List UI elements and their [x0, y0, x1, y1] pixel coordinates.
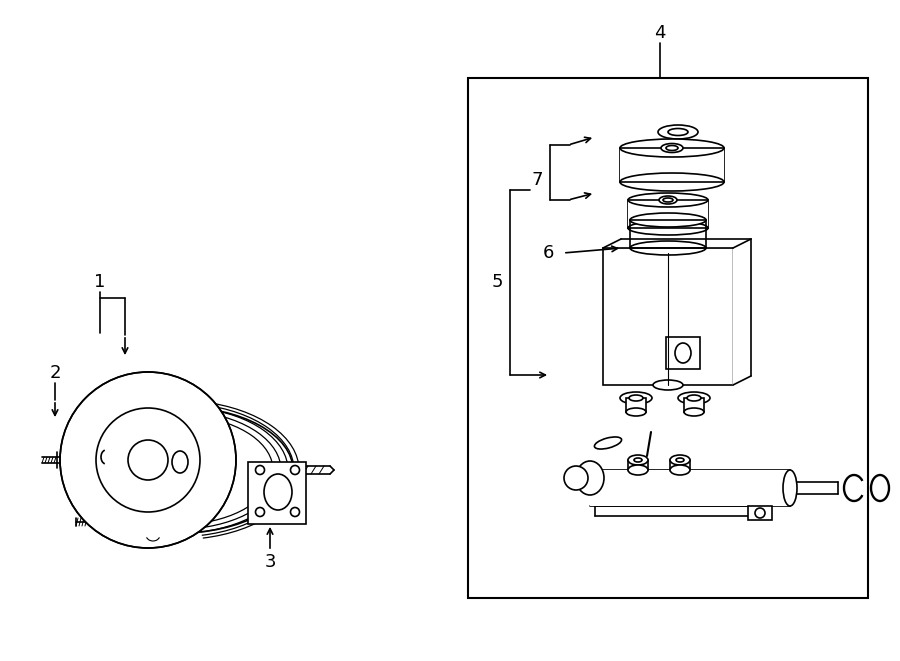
- Ellipse shape: [576, 461, 604, 495]
- Bar: [603, 248, 733, 385]
- Circle shape: [755, 508, 765, 518]
- Circle shape: [256, 465, 265, 475]
- Bar: [468, 78, 868, 598]
- Ellipse shape: [630, 213, 706, 227]
- Bar: [628, 200, 708, 228]
- Ellipse shape: [628, 465, 648, 475]
- Ellipse shape: [687, 395, 701, 401]
- Bar: [620, 148, 724, 182]
- Ellipse shape: [628, 193, 708, 207]
- Ellipse shape: [678, 392, 710, 404]
- Bar: [666, 337, 700, 369]
- Text: 2: 2: [50, 364, 61, 382]
- Bar: [590, 470, 790, 506]
- Ellipse shape: [620, 173, 724, 191]
- Ellipse shape: [628, 221, 708, 235]
- Ellipse shape: [264, 474, 292, 510]
- Ellipse shape: [668, 128, 688, 136]
- Ellipse shape: [630, 241, 706, 255]
- Circle shape: [291, 508, 300, 516]
- Circle shape: [60, 372, 236, 548]
- Ellipse shape: [684, 408, 704, 416]
- Ellipse shape: [670, 465, 690, 475]
- Text: 6: 6: [543, 244, 553, 262]
- Ellipse shape: [626, 408, 646, 416]
- Text: 7: 7: [531, 171, 543, 189]
- Text: 1: 1: [94, 273, 105, 291]
- Text: 3: 3: [265, 553, 275, 571]
- Circle shape: [256, 508, 265, 516]
- Circle shape: [564, 466, 588, 490]
- Circle shape: [291, 465, 300, 475]
- Ellipse shape: [659, 196, 677, 204]
- Ellipse shape: [634, 458, 642, 462]
- Circle shape: [96, 408, 200, 512]
- Ellipse shape: [620, 392, 652, 404]
- Bar: [748, 506, 772, 520]
- FancyBboxPatch shape: [248, 462, 306, 524]
- Text: 4: 4: [654, 24, 666, 42]
- Ellipse shape: [676, 458, 684, 462]
- Ellipse shape: [629, 395, 643, 401]
- Ellipse shape: [658, 125, 698, 139]
- Ellipse shape: [628, 455, 648, 465]
- Ellipse shape: [661, 143, 683, 153]
- Ellipse shape: [783, 470, 797, 506]
- Circle shape: [128, 440, 168, 480]
- Bar: [630, 220, 706, 248]
- Polygon shape: [603, 239, 751, 248]
- Bar: [626, 398, 646, 412]
- Bar: [684, 398, 704, 412]
- Ellipse shape: [670, 455, 690, 465]
- Ellipse shape: [172, 451, 188, 473]
- Ellipse shape: [653, 380, 683, 390]
- Polygon shape: [733, 239, 751, 385]
- Ellipse shape: [620, 139, 724, 157]
- Text: 5: 5: [491, 273, 503, 291]
